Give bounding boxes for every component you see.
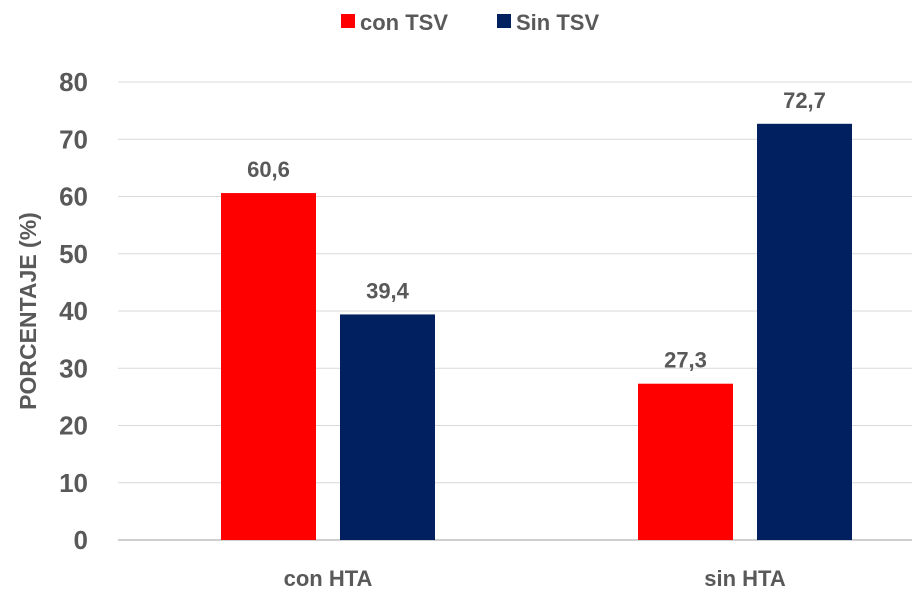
bar-con-tsv-con-hta (221, 193, 316, 540)
y-tick-label: 20 (59, 411, 88, 441)
data-label: 39,4 (366, 278, 410, 303)
data-label: 60,6 (247, 157, 290, 182)
y-tick-label: 40 (59, 296, 88, 326)
y-tick-label: 80 (59, 67, 88, 97)
legend-label-sin-tsv: Sin TSV (516, 10, 599, 35)
bar-sin-tsv-con-hta (340, 314, 435, 540)
y-tick-label: 60 (59, 182, 88, 212)
bars: 60,6 39,4 27,3 72,7 (221, 88, 852, 540)
x-tick-label: sin HTA (704, 566, 786, 591)
y-tick-label: 70 (59, 124, 88, 154)
data-label: 72,7 (783, 88, 826, 113)
y-axis-title: PORCENTAJE (%) (15, 212, 41, 410)
data-label: 27,3 (664, 348, 707, 373)
legend-swatch-con-tsv (341, 14, 355, 28)
legend-label-con-tsv: con TSV (360, 10, 448, 35)
bar-sin-tsv-sin-hta (757, 123, 852, 540)
bar-con-tsv-sin-hta (638, 383, 733, 540)
y-tick-label: 10 (59, 468, 88, 498)
legend: con TSV Sin TSV (341, 10, 599, 35)
y-tick-label: 30 (59, 353, 88, 383)
y-tick-label: 50 (59, 239, 88, 269)
legend-swatch-sin-tsv (497, 14, 511, 28)
y-axis-ticks: 0 10 20 30 40 50 60 70 80 (59, 67, 88, 555)
x-tick-label: con HTA (284, 566, 373, 591)
y-tick-label: 0 (74, 525, 88, 555)
x-axis-labels: con HTA sin HTA (284, 566, 786, 591)
